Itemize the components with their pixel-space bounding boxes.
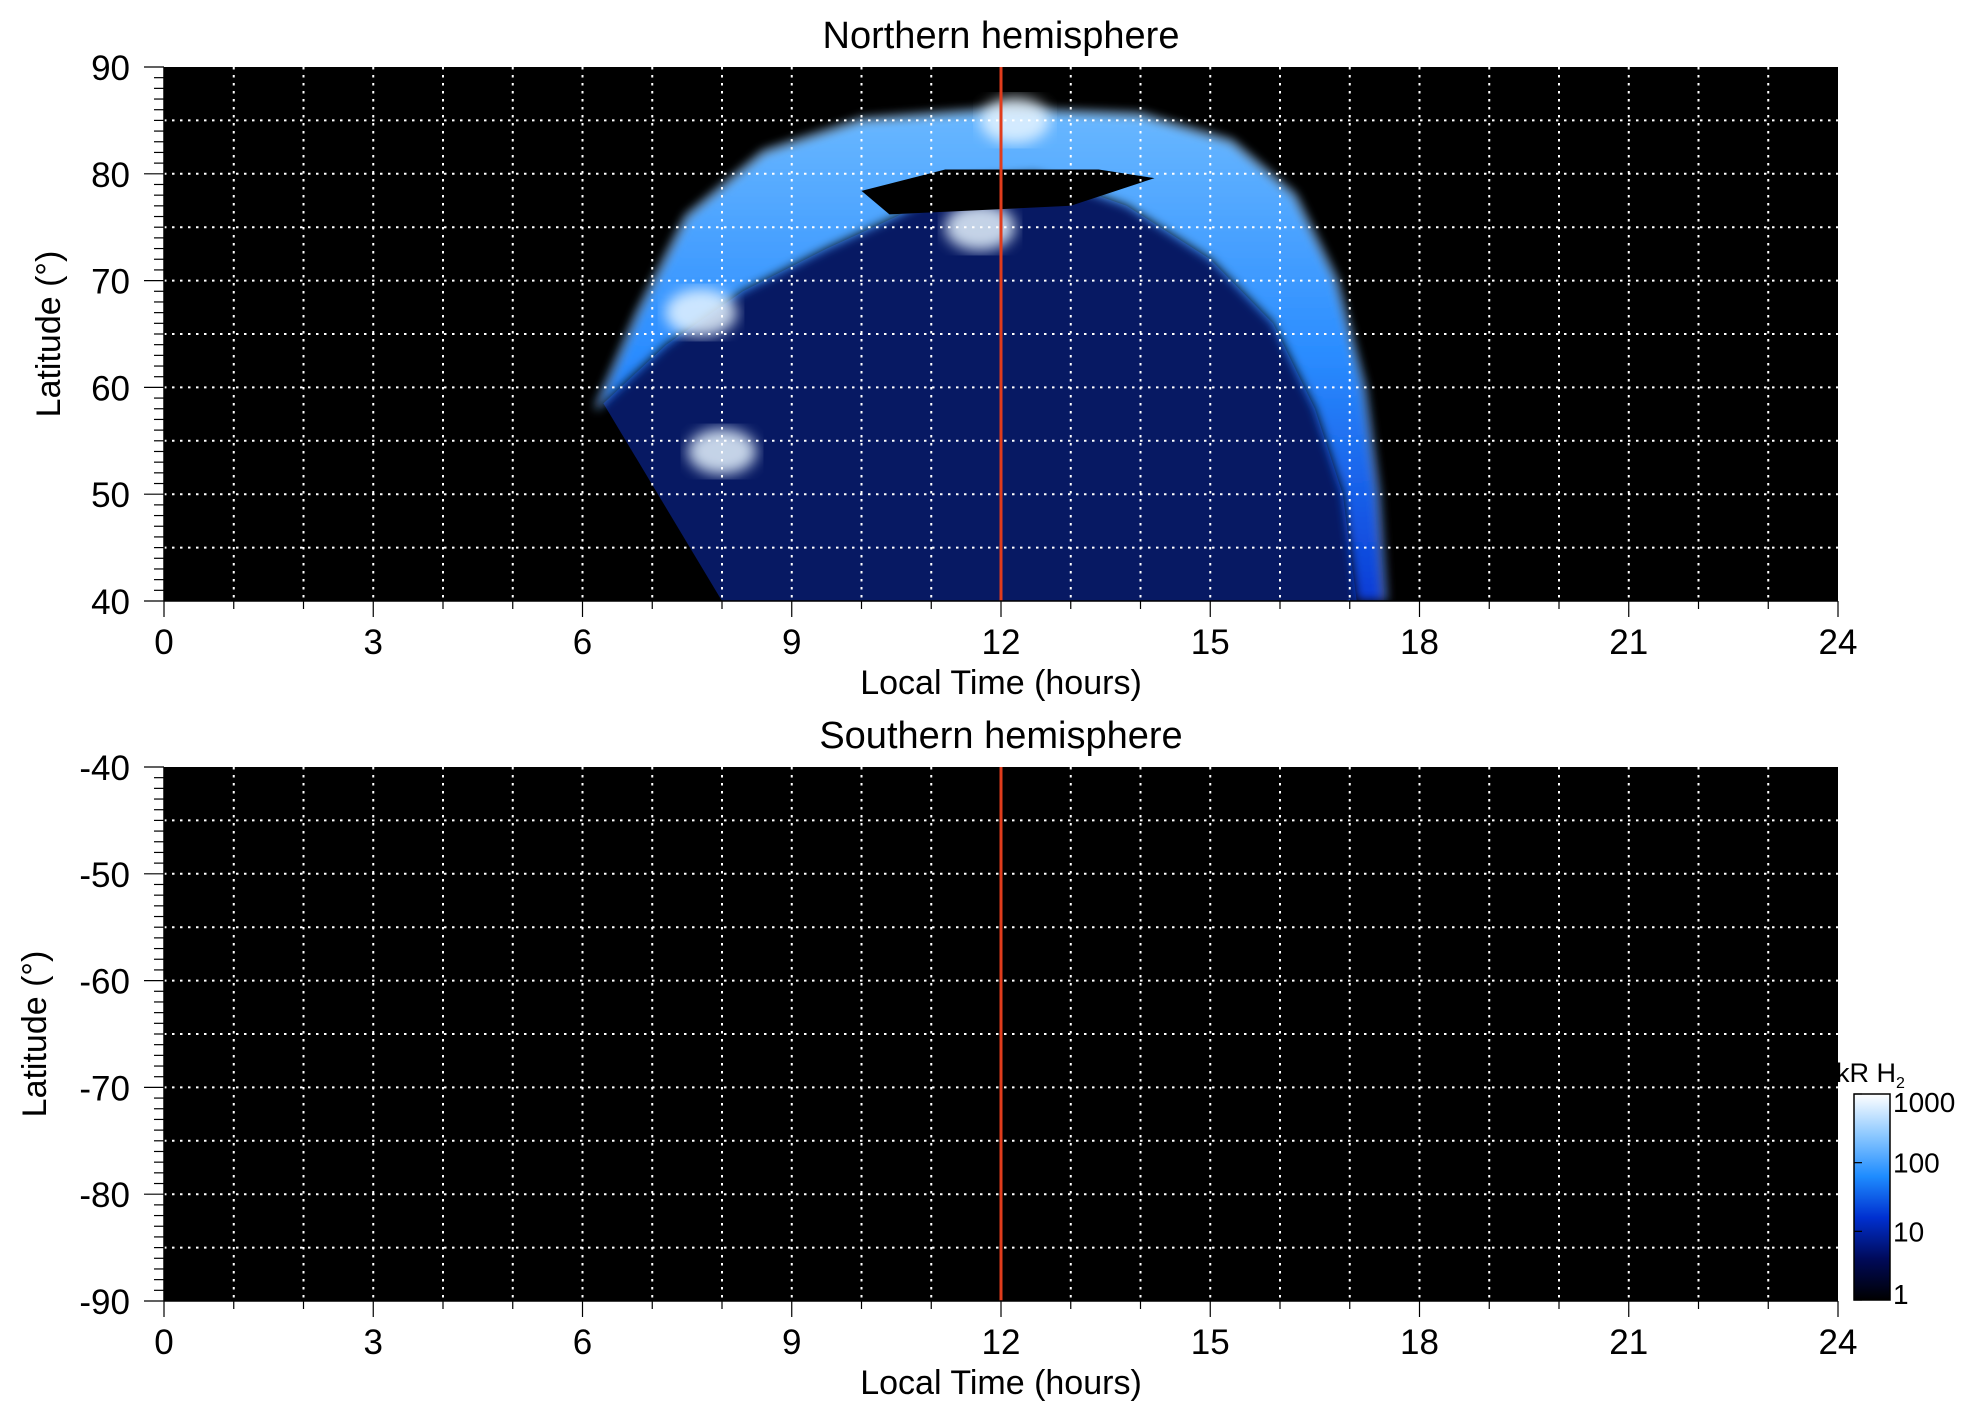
northern-grid — [164, 67, 1838, 601]
y-tick-label: 90 — [91, 49, 130, 88]
colorbar: kR H2 1000 100 10 1 — [1836, 1058, 1955, 1310]
northern-panel: Northern hemisphere 40 50 60 70 80 90 0 3 6 9 12 15… — [30, 15, 1857, 702]
x-tick-label: 0 — [154, 1323, 173, 1362]
southern-y-label: Latitude (°) — [16, 951, 54, 1118]
y-tick-label: 80 — [91, 156, 130, 195]
colorbar-tick-label: 10 — [1893, 1216, 1924, 1247]
colorbar-bar — [1853, 1093, 1891, 1301]
northern-title: Northern hemisphere — [823, 15, 1180, 57]
y-tick-label: -90 — [79, 1283, 130, 1322]
x-tick-label: 12 — [982, 623, 1021, 662]
x-tick-label: 15 — [1191, 1323, 1230, 1362]
x-tick-label: 15 — [1191, 623, 1230, 662]
southern-grid — [164, 767, 1838, 1301]
y-tick-label: 40 — [91, 583, 130, 622]
x-tick-label: 24 — [1819, 623, 1858, 662]
southern-panel: Southern hemisphere -40 -50 -60 -70 -80 -90 0 3… — [16, 715, 1857, 1402]
northern-x-label: Local Time (hours) — [860, 664, 1142, 702]
southern-title: Southern hemisphere — [819, 715, 1182, 757]
x-tick-label: 6 — [573, 623, 592, 662]
x-tick-label: 21 — [1609, 623, 1648, 662]
y-tick-label: 50 — [91, 476, 130, 515]
y-tick-label: -50 — [79, 856, 130, 895]
x-tick-label: 9 — [782, 1323, 801, 1362]
colorbar-ticks: 1000 100 10 1 — [1854, 1087, 1955, 1310]
x-tick-label: 18 — [1400, 623, 1439, 662]
x-tick-label: 6 — [573, 1323, 592, 1362]
x-tick-label: 3 — [364, 623, 383, 662]
colorbar-tick-label: 1000 — [1893, 1087, 1955, 1118]
northern-y-label: Latitude (°) — [30, 251, 68, 418]
x-tick-label: 3 — [364, 1323, 383, 1362]
colorbar-tick-label: 100 — [1893, 1148, 1940, 1179]
y-tick-label: -80 — [79, 1176, 130, 1215]
y-tick-label: -70 — [79, 1069, 130, 1108]
y-tick-label: 70 — [91, 263, 130, 302]
colorbar-tick-label: 1 — [1893, 1279, 1909, 1310]
y-tick-label: 60 — [91, 369, 130, 408]
x-tick-label: 12 — [982, 1323, 1021, 1362]
northern-axes: 40 50 60 70 80 90 0 3 6 9 12 15 18 21 24 — [91, 49, 1857, 662]
hotspot — [980, 97, 1050, 144]
data-gap — [861, 169, 1155, 215]
colorbar-label-subscript: 2 — [1896, 1075, 1905, 1092]
x-tick-label: 21 — [1609, 1323, 1648, 1362]
hotspot — [665, 288, 738, 337]
y-tick-label: -40 — [79, 749, 130, 788]
southern-axes: -40 -50 -60 -70 -80 -90 0 3 6 9 12 15 18 21 24 — [79, 749, 1857, 1362]
auroral-oval — [596, 109, 1385, 601]
southern-x-label: Local Time (hours) — [860, 1364, 1142, 1402]
colorbar-label: kR H2 — [1836, 1058, 1905, 1092]
y-tick-label: -60 — [79, 963, 130, 1002]
x-tick-label: 24 — [1819, 1323, 1858, 1362]
x-tick-label: 0 — [154, 623, 173, 662]
x-tick-label: 18 — [1400, 1323, 1439, 1362]
x-tick-label: 9 — [782, 623, 801, 662]
